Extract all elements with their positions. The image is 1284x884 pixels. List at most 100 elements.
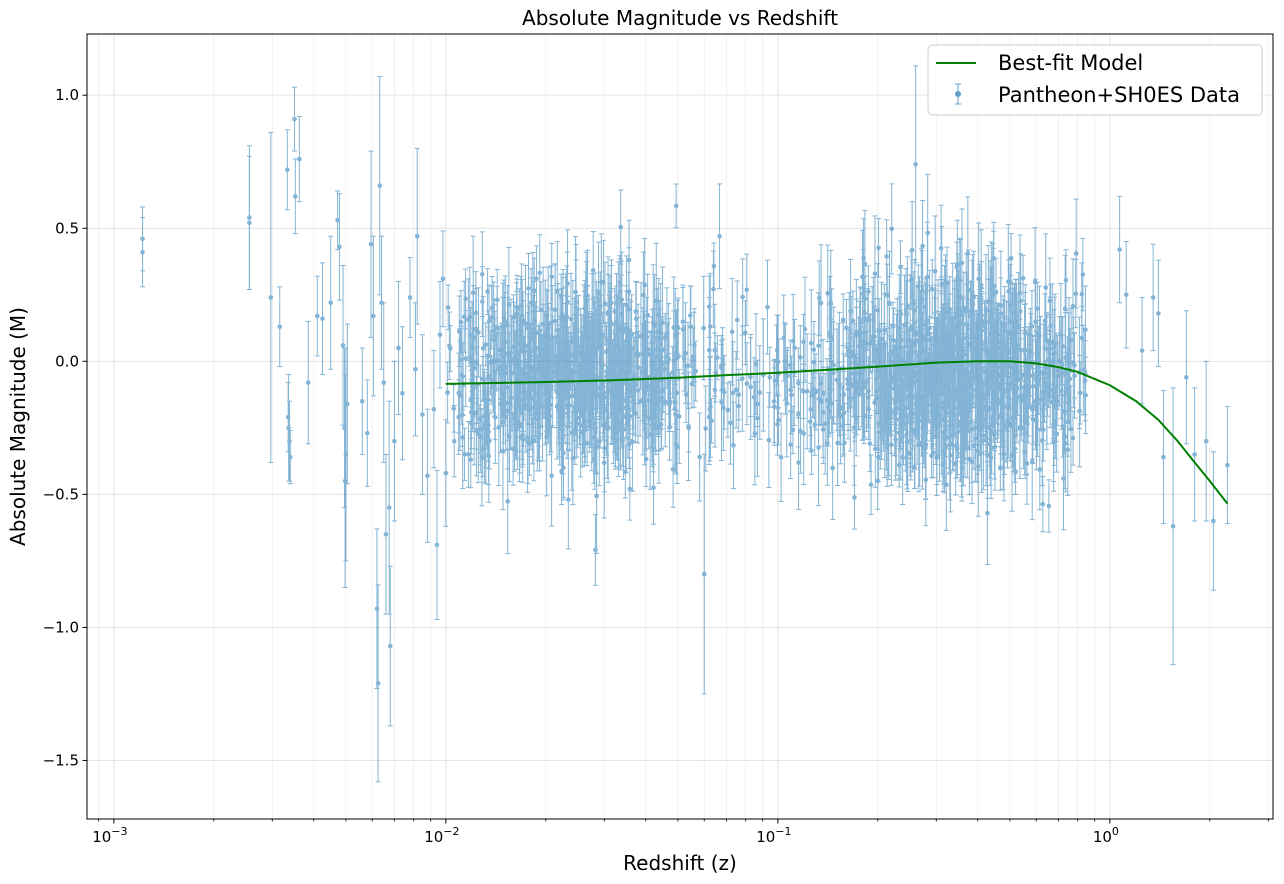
- data-point: [851, 425, 857, 430]
- data-point: [706, 347, 712, 353]
- data-point: [860, 274, 865, 280]
- data-point: [707, 406, 713, 412]
- data-point: [466, 452, 471, 457]
- data-point: [460, 435, 466, 440]
- data-point: [587, 372, 593, 378]
- data-point: [1040, 501, 1046, 507]
- data-point: [623, 469, 628, 475]
- data-point: [673, 333, 679, 339]
- data-point: [881, 375, 887, 380]
- data-point: [468, 457, 474, 462]
- data-point: [878, 385, 883, 391]
- data-point: [458, 319, 464, 325]
- data-point: [852, 495, 857, 500]
- data-point: [935, 363, 940, 368]
- data-point: [744, 381, 750, 386]
- data-point: [900, 455, 905, 460]
- data-point: [905, 303, 910, 309]
- data-point: [605, 426, 610, 432]
- data-point: [1058, 332, 1064, 337]
- data-point: [594, 493, 599, 499]
- data-point: [1025, 389, 1030, 394]
- data-point: [523, 321, 528, 326]
- data-point: [1077, 390, 1083, 396]
- data-point: [998, 311, 1004, 316]
- data-point: [850, 318, 856, 324]
- data-point: [1063, 277, 1069, 283]
- data-point: [707, 304, 712, 309]
- data-point: [534, 276, 539, 281]
- data-point: [566, 497, 571, 502]
- data-point: [730, 390, 736, 396]
- data-point: [640, 370, 645, 375]
- data-point: [950, 317, 955, 322]
- data-point: [689, 381, 695, 387]
- data-point: [671, 325, 677, 330]
- data-point: [510, 446, 516, 452]
- data-point: [983, 347, 989, 353]
- data-point: [680, 327, 686, 332]
- data-point: [785, 373, 790, 378]
- data-point: [955, 445, 960, 451]
- data-point: [541, 373, 547, 379]
- data-point: [740, 376, 745, 381]
- data-point: [825, 291, 831, 296]
- data-point: [609, 395, 615, 401]
- data-point: [1079, 291, 1085, 297]
- data-point: [866, 289, 871, 294]
- data-point: [959, 452, 964, 458]
- data-point: [867, 441, 873, 446]
- data-point: [445, 305, 451, 310]
- data-point: [752, 431, 758, 436]
- data-point: [1046, 503, 1052, 509]
- data-point: [775, 422, 780, 427]
- data-point: [578, 423, 583, 428]
- data-point: [1020, 275, 1026, 281]
- data-point: [1018, 395, 1023, 401]
- data-point: [721, 405, 726, 410]
- data-point: [568, 353, 574, 358]
- data-point: [703, 426, 708, 431]
- data-point: [766, 437, 772, 443]
- data-point: [688, 313, 693, 318]
- data-point: [725, 407, 731, 413]
- data-point: [842, 440, 847, 446]
- data-point: [493, 415, 498, 420]
- data-point: [816, 295, 822, 301]
- data-point: [505, 499, 511, 504]
- data-point: [807, 419, 813, 424]
- data-point: [570, 336, 576, 341]
- data-point: [923, 477, 929, 483]
- data-point: [822, 421, 828, 427]
- data-point: [778, 455, 784, 460]
- data-point: [904, 439, 910, 445]
- data-point: [944, 398, 949, 403]
- data-point: [626, 441, 632, 447]
- data-point: [459, 372, 465, 378]
- data-point: [954, 263, 960, 269]
- data-point: [463, 356, 468, 361]
- data-point: [461, 314, 467, 320]
- data-point: [1017, 425, 1023, 431]
- data-point: [1030, 384, 1036, 389]
- data-point: [772, 378, 778, 383]
- data-point: [828, 300, 834, 306]
- data-point: [736, 392, 742, 397]
- data-point: [889, 226, 894, 232]
- data-point: [840, 317, 846, 323]
- data-point: [789, 392, 794, 398]
- data-point: [787, 362, 793, 368]
- data-point: [1080, 272, 1086, 277]
- data-point: [674, 444, 680, 450]
- data-point: [451, 406, 457, 411]
- data-point: [1059, 370, 1065, 376]
- data-point: [753, 361, 759, 367]
- data-point: [969, 459, 975, 465]
- grid: [87, 34, 1273, 819]
- data-point: [875, 307, 881, 313]
- data-point: [771, 399, 777, 404]
- plot-area: [140, 65, 1230, 783]
- data-point: [1022, 449, 1027, 455]
- data-point: [812, 422, 818, 427]
